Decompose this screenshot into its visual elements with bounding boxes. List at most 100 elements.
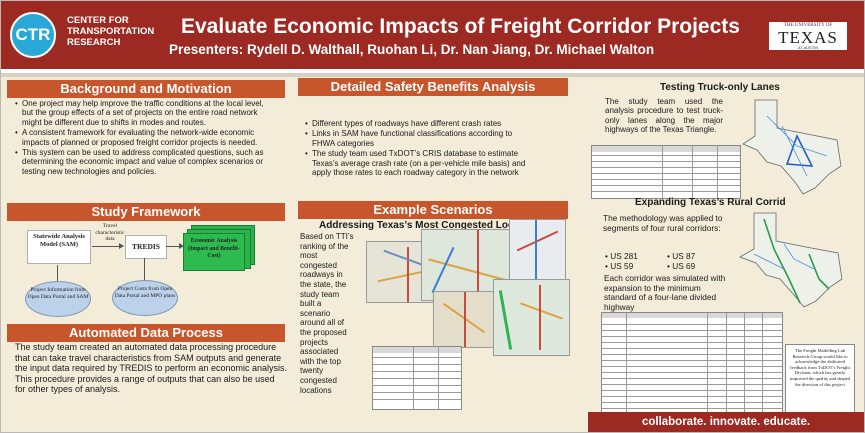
table-row	[602, 396, 782, 397]
table-row	[373, 392, 461, 393]
truck-results-table	[591, 145, 741, 199]
background-bullets: One project may help improve the traffic…	[15, 99, 277, 177]
table-row	[602, 390, 782, 391]
table-column	[707, 313, 708, 428]
congested-text-line: projects	[300, 337, 329, 347]
table-row	[602, 372, 782, 373]
congested-text-line: around all of	[300, 318, 345, 328]
congested-text-line: associated	[300, 347, 339, 357]
arrow-head-icon	[119, 243, 124, 249]
corridor-item: • US 69	[667, 261, 696, 271]
table-column	[662, 146, 663, 198]
arrow-tredis-to-output	[166, 246, 180, 247]
table-row	[592, 167, 740, 168]
automated-heading: Automated Data Process	[7, 324, 285, 342]
safety-bullet: Different types of roadways have differe…	[305, 119, 530, 129]
congested-subheading: Addressing Texas’s Most Congested Locati…	[319, 220, 543, 231]
seal-main-text: TEXAS	[778, 28, 838, 47]
table-row	[592, 173, 740, 174]
congested-text-line: locations	[300, 385, 332, 395]
table-header	[373, 347, 461, 353]
table-row	[602, 342, 782, 343]
table-row	[373, 371, 461, 372]
seal-bottom-text: AT AUSTIN	[797, 45, 819, 50]
ctr-logo: CTR	[10, 12, 56, 58]
rural-text: The methodology was applied to segments …	[603, 213, 723, 233]
table-row	[592, 179, 740, 180]
table-row	[602, 354, 782, 355]
congested-text-line: the state, the	[300, 279, 347, 289]
map-road	[477, 230, 479, 300]
congested-text-line: twenty	[300, 366, 324, 376]
map-road	[498, 290, 513, 350]
table-row	[592, 161, 740, 162]
table-row	[602, 378, 782, 379]
table-column	[726, 313, 727, 428]
table-row	[602, 324, 782, 325]
footer-tagline: collaborate. innovate. educate.	[588, 412, 864, 432]
table-row	[592, 155, 740, 156]
table-row	[592, 191, 740, 192]
congested-text-line: scenario	[300, 308, 331, 318]
table-column	[762, 313, 763, 428]
tredis-box: TREDIS	[125, 235, 167, 259]
background-bullet: This system can be used to address compl…	[15, 148, 277, 176]
table-column	[413, 347, 414, 409]
map-image	[433, 291, 495, 348]
table-row	[602, 384, 782, 385]
sam-box: Statewide Analysis Model (SAM)	[27, 230, 91, 264]
poster-title: Evaluate Economic Impacts of Freight Cor…	[181, 15, 740, 38]
congested-text-line: Based on TTI’s	[300, 232, 354, 241]
texas-map-rural	[734, 209, 852, 309]
congested-text-line: the proposed	[300, 327, 347, 337]
table-column	[626, 313, 627, 428]
table-row	[602, 402, 782, 403]
safety-bullets: Different types of roadways have differe…	[305, 119, 530, 178]
map-image	[509, 219, 566, 283]
header-divider	[1, 69, 864, 73]
background-heading: Background and Motivation	[7, 80, 285, 98]
ut-austin-seal: THE UNIVERSITY OF TEXAS AT AUSTIN	[769, 22, 847, 50]
table-column	[692, 146, 693, 198]
economic-analysis-box: Economic Analysis (Impact and Benefit-Co…	[183, 233, 245, 271]
arrow-up-right	[144, 258, 145, 280]
background-bullet: One project may help improve the traffic…	[15, 99, 277, 127]
table-header	[592, 146, 740, 152]
map-road	[407, 247, 409, 302]
congested-text-line: ranking of the	[300, 241, 349, 251]
table-column	[744, 313, 745, 428]
logo-line: RESEARCH	[67, 37, 121, 48]
table-row	[602, 408, 782, 409]
map-road	[539, 285, 541, 350]
corridor-item: • US 87	[667, 251, 696, 261]
truck-text: The study team used the analysis procedu…	[605, 97, 723, 135]
logo-text: CENTER FOR TRANSPORTATION RESEARCH	[67, 15, 154, 48]
texas-outline-icon	[742, 99, 842, 195]
table-row	[373, 378, 461, 379]
table-row	[602, 330, 782, 331]
truck-heading: Testing Truck-only Lanes	[660, 82, 780, 93]
table-row	[373, 364, 461, 365]
table-row	[602, 366, 782, 367]
automated-text: The study team created an automated data…	[15, 342, 287, 395]
arrow-sam-to-tredis	[92, 246, 120, 247]
congested-results-table	[372, 346, 462, 410]
table-row	[602, 360, 782, 361]
congested-text-line: congested	[300, 375, 337, 385]
project-costs-ellipse: Project Costs from Open Data Portal and …	[112, 280, 178, 316]
logo-line: TRANSPORTATION	[67, 26, 155, 37]
congested-text-line: congested	[300, 260, 337, 270]
table-column	[438, 347, 439, 409]
arrow-label: Travel characteristic data	[95, 223, 125, 242]
table-row	[602, 348, 782, 349]
header-divider-shadow	[1, 73, 864, 77]
rural-text-2: Each corridor was simulated with expansi…	[604, 273, 726, 312]
congested-text-line: with the top	[300, 356, 341, 366]
table-row	[373, 385, 461, 386]
congested-text-line: most	[300, 251, 318, 261]
table-column	[717, 146, 718, 198]
corridor-item: • US 281	[605, 251, 638, 261]
logo-line: CENTER FOR	[67, 15, 129, 26]
background-bullet: A consistent framework for evaluating th…	[15, 128, 277, 147]
